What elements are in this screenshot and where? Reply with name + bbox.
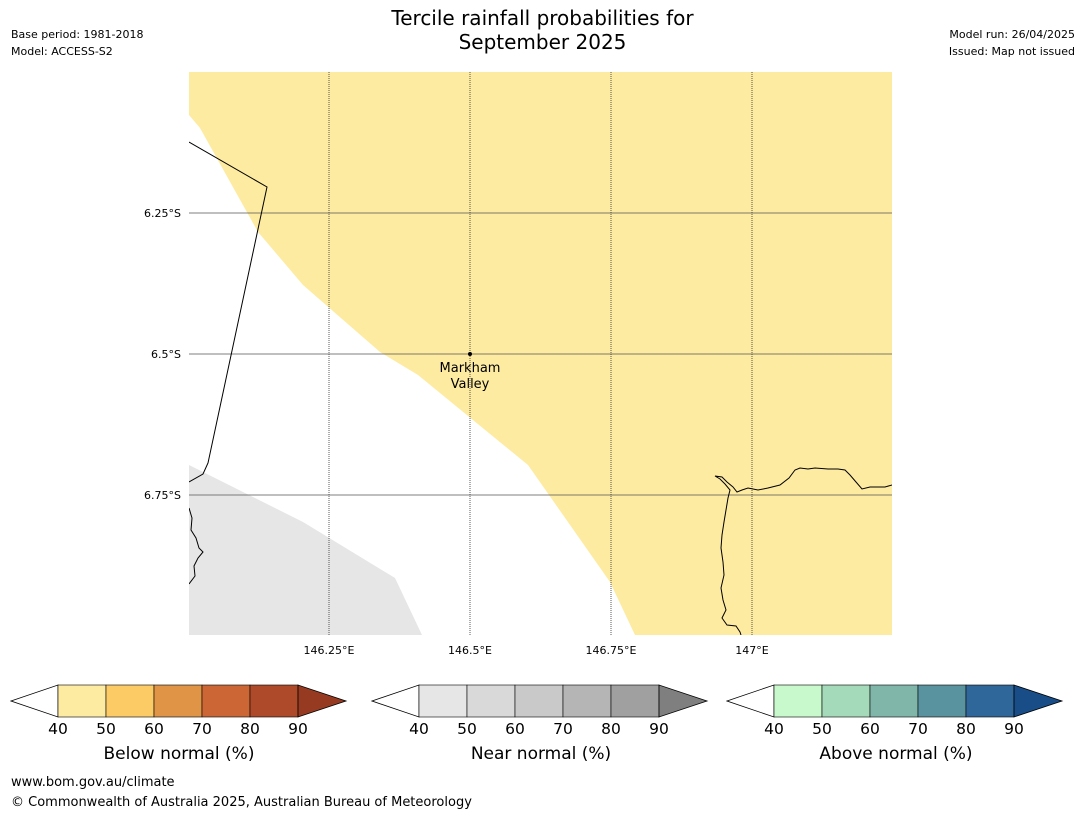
legend-swatch xyxy=(773,684,823,718)
legend-high-extend xyxy=(658,684,709,718)
legend-swatch xyxy=(466,684,516,718)
legend-high-extend xyxy=(1013,684,1064,718)
coastline-southwest xyxy=(189,507,204,585)
legend-near-normal: 40 50 60 70 80 90 xyxy=(371,684,709,734)
legend-swatch xyxy=(562,684,612,718)
legend-tick-label: 60 xyxy=(860,720,880,734)
legend-swatch xyxy=(821,684,871,718)
lat-label: 6.5°S xyxy=(151,348,181,361)
legend-swatch xyxy=(249,684,299,718)
model-run-text: Model run: 26/04/2025 xyxy=(949,28,1075,41)
legend-title-below: Below normal (%) xyxy=(103,744,255,764)
footer-url: www.bom.gov.au/climate xyxy=(11,775,175,790)
legend-tick-label: 50 xyxy=(457,720,477,734)
issued-text: Issued: Map not issued xyxy=(948,45,1075,58)
legend-below-normal: 40 50 60 70 80 90 xyxy=(10,684,348,734)
place-marker xyxy=(468,352,472,356)
legend-tick-label: 40 xyxy=(764,720,784,734)
legend-swatch xyxy=(201,684,251,718)
legend-tick-label: 80 xyxy=(956,720,976,734)
place-label-line-2: Valley xyxy=(451,377,490,392)
lon-label: 146.25°E xyxy=(304,644,355,657)
legend-swatch xyxy=(869,684,919,718)
legend-tick-label: 70 xyxy=(553,720,573,734)
legend-tick-label: 40 xyxy=(48,720,68,734)
legend-swatch xyxy=(917,684,967,718)
header-left-meta: Base period: 1981-2018 Model: ACCESS-S2 xyxy=(11,26,143,60)
legend-tick-label: 90 xyxy=(288,720,308,734)
header-right-meta: Model run: 26/04/2025 Issued: Map not is… xyxy=(949,26,1075,60)
legend-low-extend xyxy=(726,684,775,718)
legend-tick-label: 70 xyxy=(192,720,212,734)
legend-tick-label: 80 xyxy=(601,720,621,734)
lon-label: 146.5°E xyxy=(448,644,492,657)
legend-title-above: Above normal (%) xyxy=(819,744,973,764)
legend-swatch xyxy=(610,684,660,718)
legend-tick-label: 60 xyxy=(505,720,525,734)
legend-swatch xyxy=(57,684,107,718)
legend-tick-label: 50 xyxy=(812,720,832,734)
legend-tick-label: 80 xyxy=(240,720,260,734)
footer-copyright: © Commonwealth of Australia 2025, Austra… xyxy=(11,795,472,810)
map-title: Tercile rainfall probabilities for Septe… xyxy=(0,6,1085,54)
legend-swatch xyxy=(965,684,1015,718)
legend-high-extend xyxy=(297,684,348,718)
legend-swatch xyxy=(418,684,468,718)
boundary-line-west xyxy=(189,141,268,483)
coastline xyxy=(189,141,892,635)
legend-tick-label: 90 xyxy=(649,720,669,734)
legend-tick-label: 70 xyxy=(908,720,928,734)
model-text: Model: ACCESS-S2 xyxy=(11,45,113,58)
legend-swatch xyxy=(153,684,203,718)
base-period-text: Base period: 1981-2018 xyxy=(11,28,144,41)
lat-label: 6.25°S xyxy=(144,207,181,220)
legend-low-extend xyxy=(10,684,59,718)
map-panel: Markham Valley 6.25°S 6.5°S 6.75°S 146.2… xyxy=(144,72,892,657)
lon-label: 147°E xyxy=(735,644,768,657)
lat-label: 6.75°S xyxy=(144,489,181,502)
coastline-east-river xyxy=(714,467,892,635)
legend-tick-label: 40 xyxy=(409,720,429,734)
legend-title-near: Near normal (%) xyxy=(470,744,612,764)
legend-swatch xyxy=(105,684,155,718)
map-area: Markham Valley xyxy=(189,72,892,635)
legend-above-normal: 40 50 60 70 80 90 xyxy=(726,684,1064,734)
title-line-1: Tercile rainfall probabilities for xyxy=(391,6,694,30)
title-line-2: September 2025 xyxy=(458,30,627,54)
latitude-gridlines xyxy=(189,212,892,496)
legend-tick-label: 60 xyxy=(144,720,164,734)
latitude-labels: 6.25°S 6.5°S 6.75°S xyxy=(144,207,181,502)
near-normal-region xyxy=(189,465,422,635)
longitude-labels: 146.25°E 146.5°E 146.75°E 147°E xyxy=(304,644,769,657)
lon-label: 146.75°E xyxy=(586,644,637,657)
legend-low-extend xyxy=(371,684,420,718)
legend-tick-label: 90 xyxy=(1004,720,1024,734)
place-label-line-1: Markham xyxy=(440,361,501,376)
legend-swatch xyxy=(514,684,564,718)
legend-tick-label: 50 xyxy=(96,720,116,734)
